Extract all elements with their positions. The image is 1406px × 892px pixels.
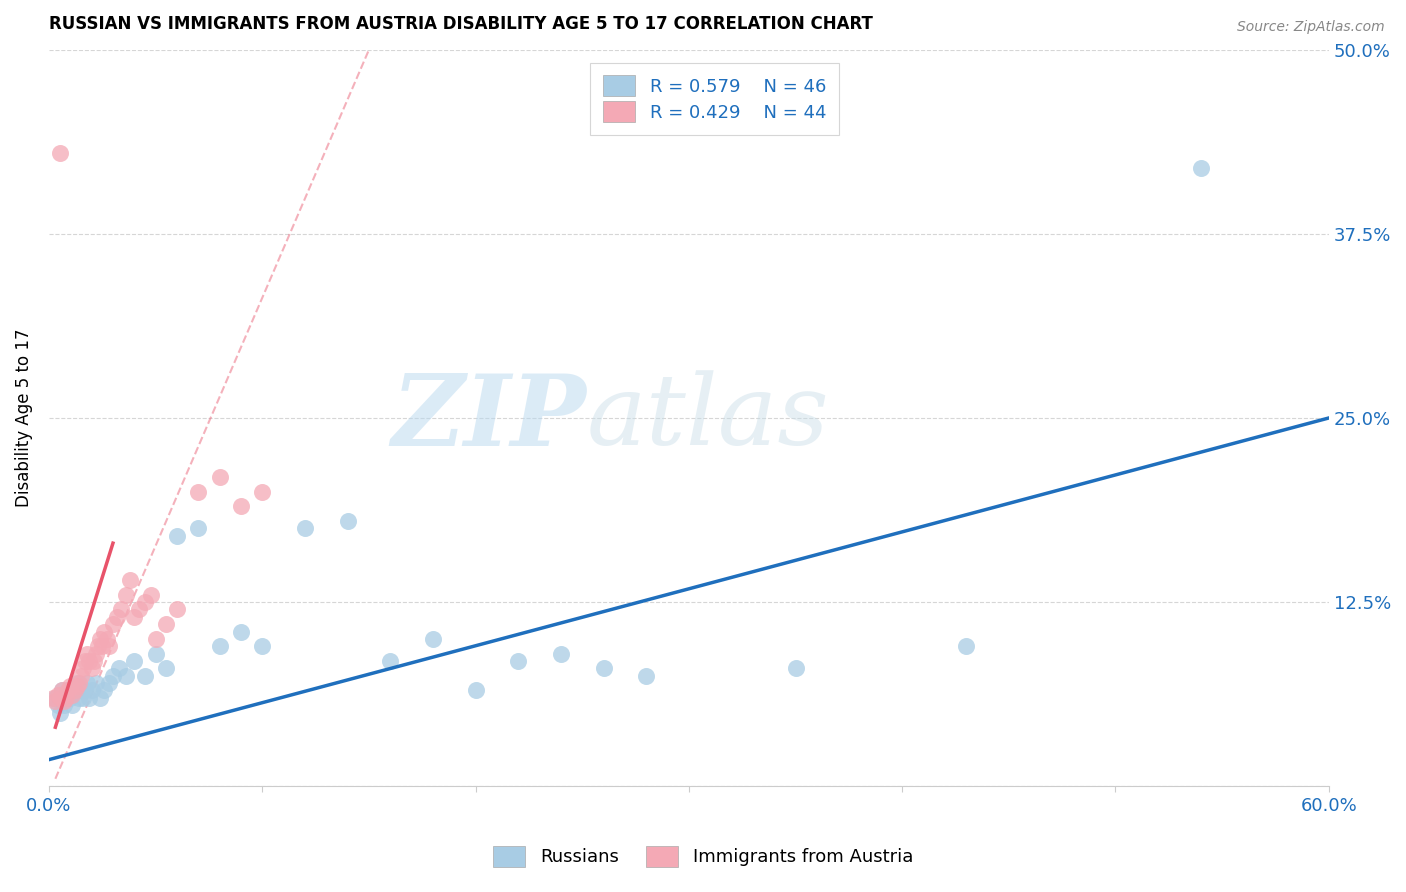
- Point: [208, 470, 231, 484]
- Point: [84, 647, 107, 661]
- Point: [56, 683, 79, 698]
- Point: [76, 647, 98, 661]
- Point: [67, 676, 90, 690]
- Point: [70, 669, 93, 683]
- Point: [89, 690, 111, 705]
- Point: [51, 683, 73, 698]
- Point: [124, 609, 146, 624]
- Point: [145, 647, 167, 661]
- Point: [134, 669, 156, 683]
- Point: [96, 632, 118, 646]
- Point: [252, 484, 274, 499]
- Text: atlas: atlas: [586, 370, 830, 466]
- Point: [46, 698, 69, 713]
- Point: [80, 683, 103, 698]
- Point: [91, 639, 114, 653]
- Point: [229, 500, 252, 514]
- Point: [66, 676, 89, 690]
- Point: [108, 661, 131, 675]
- Point: [67, 690, 90, 705]
- Point: [80, 661, 103, 675]
- Point: [79, 690, 101, 705]
- Point: [422, 632, 444, 646]
- Point: [166, 529, 188, 543]
- Point: [128, 602, 150, 616]
- Point: [187, 484, 209, 499]
- Point: [118, 573, 141, 587]
- Point: [294, 521, 316, 535]
- Point: [70, 683, 93, 698]
- Text: ZIP: ZIP: [391, 370, 586, 467]
- Point: [114, 588, 136, 602]
- Legend: Russians, Immigrants from Austria: Russians, Immigrants from Austria: [485, 838, 921, 874]
- Point: [93, 624, 115, 639]
- Point: [52, 698, 75, 713]
- Point: [101, 669, 124, 683]
- Point: [550, 647, 572, 661]
- Point: [62, 688, 84, 702]
- Point: [72, 661, 94, 675]
- Point: [89, 632, 111, 646]
- Point: [155, 617, 177, 632]
- Point: [76, 676, 98, 690]
- Point: [114, 669, 136, 683]
- Text: RUSSIAN VS IMMIGRANTS FROM AUSTRIA DISABILITY AGE 5 TO 17 CORRELATION CHART: RUSSIAN VS IMMIGRANTS FROM AUSTRIA DISAB…: [49, 15, 873, 33]
- Point: [84, 676, 107, 690]
- Point: [141, 588, 163, 602]
- Y-axis label: Disability Age 5 to 17: Disability Age 5 to 17: [15, 329, 32, 508]
- Point: [56, 683, 79, 698]
- Point: [72, 690, 94, 705]
- Point: [229, 624, 252, 639]
- Point: [46, 688, 69, 702]
- Point: [336, 514, 359, 528]
- Point: [75, 683, 97, 698]
- Point: [1189, 161, 1212, 175]
- Point: [48, 690, 70, 705]
- Point: [63, 683, 86, 698]
- Point: [145, 632, 167, 646]
- Point: [187, 521, 209, 535]
- Point: [97, 676, 120, 690]
- Point: [48, 706, 70, 720]
- Point: [42, 690, 65, 705]
- Point: [105, 609, 128, 624]
- Legend: R = 0.579    N = 46, R = 0.429    N = 44: R = 0.579 N = 46, R = 0.429 N = 44: [591, 62, 839, 135]
- Point: [155, 661, 177, 675]
- Point: [44, 694, 66, 708]
- Point: [75, 654, 97, 668]
- Point: [101, 617, 124, 632]
- Point: [93, 683, 115, 698]
- Point: [124, 654, 146, 668]
- Point: [785, 661, 807, 675]
- Point: [51, 683, 73, 698]
- Point: [66, 679, 89, 693]
- Point: [59, 679, 82, 693]
- Point: [508, 654, 530, 668]
- Point: [44, 690, 66, 705]
- Point: [134, 595, 156, 609]
- Point: [380, 654, 402, 668]
- Text: Source: ZipAtlas.com: Source: ZipAtlas.com: [1237, 20, 1385, 34]
- Point: [48, 145, 70, 160]
- Point: [252, 639, 274, 653]
- Point: [55, 690, 77, 705]
- Point: [208, 639, 231, 653]
- Point: [636, 669, 658, 683]
- Point: [592, 661, 614, 675]
- Point: [464, 683, 486, 698]
- Point: [59, 690, 82, 705]
- Point: [62, 698, 84, 713]
- Point: [55, 690, 77, 705]
- Point: [79, 654, 101, 668]
- Point: [97, 639, 120, 653]
- Point: [63, 683, 86, 698]
- Point: [166, 602, 188, 616]
- Point: [52, 694, 75, 708]
- Point: [110, 602, 132, 616]
- Point: [955, 639, 977, 653]
- Point: [87, 639, 110, 653]
- Point: [83, 654, 105, 668]
